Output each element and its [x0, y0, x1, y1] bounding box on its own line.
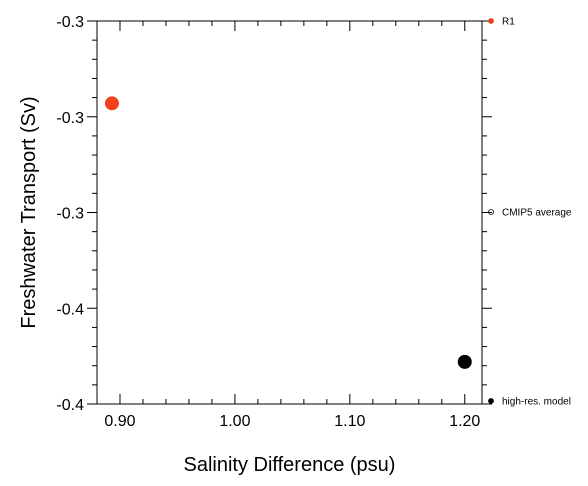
legend-label: R1 [502, 17, 515, 28]
x-tick-label: 1.10 [334, 413, 365, 430]
points-layer [104, 96, 472, 369]
x-tick-label: 0.90 [104, 413, 135, 430]
y-tick-label: -0.3 [56, 14, 84, 31]
data-point-high-res-model [457, 354, 472, 369]
y-tick-label: -0.3 [56, 206, 84, 223]
y-tick-label: -0.4 [56, 301, 84, 318]
legend: R1 CMIP5 average high-res. model [488, 17, 572, 408]
x-axis-title: Salinity Difference (psu) [184, 454, 396, 476]
legend-marker [488, 398, 494, 404]
legend-label: high-res. model [502, 397, 571, 408]
y-tick-label: -0.4 [56, 397, 84, 414]
legend-marker [488, 209, 494, 215]
data-point-r1 [104, 96, 119, 111]
y-axis-title: Freshwater Transport (Sv) [18, 96, 40, 328]
legend-label: CMIP5 average [502, 208, 572, 219]
legend-marker [488, 18, 494, 24]
plot-frame [96, 20, 483, 405]
x-tick-label: 1.20 [449, 413, 480, 430]
x-tick-label: 1.00 [219, 413, 250, 430]
y-tick-label: -0.3 [56, 110, 84, 127]
ticks-layer: 0.90 1.00 1.10 1.20 -0.3 -0.3 -0.3 -0.4 -0.4 [56, 14, 492, 430]
